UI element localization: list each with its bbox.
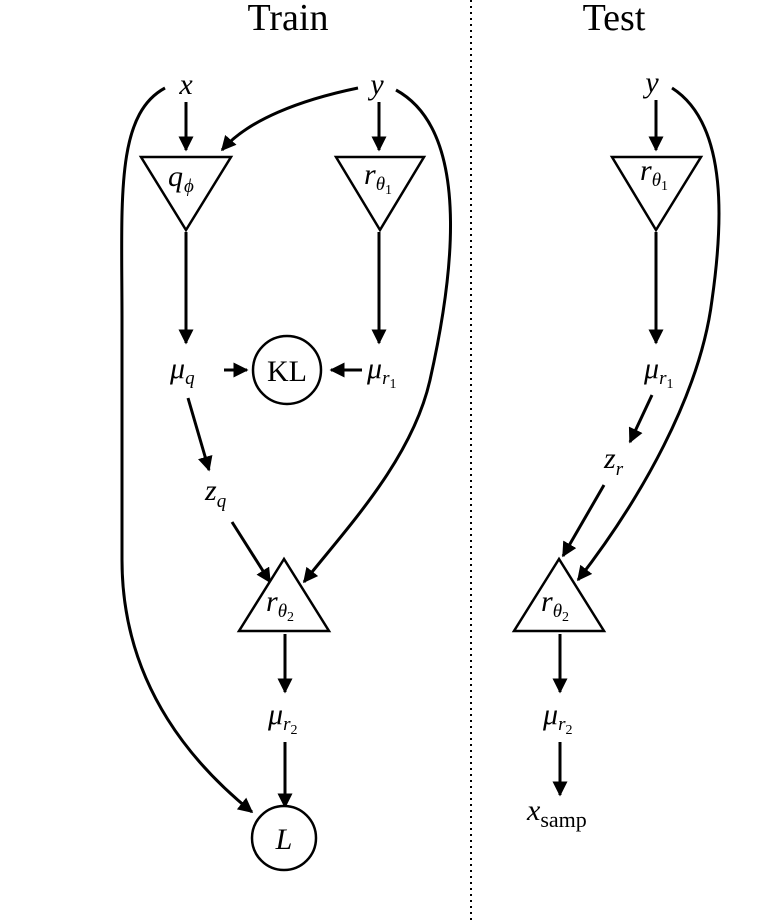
train-node-mu-q: μq bbox=[169, 352, 195, 389]
edge-test-mu-r1-to-z-r bbox=[628, 394, 654, 444]
train-node-mu-r1: μr1 bbox=[366, 352, 396, 392]
q-phi-triangle bbox=[138, 155, 234, 233]
train-node-q-phi: qϕ bbox=[138, 155, 234, 233]
edge-test-z-r-to-r-theta2 bbox=[561, 484, 606, 558]
train-node-kl: KL bbox=[251, 334, 323, 406]
test-edges bbox=[552, 86, 721, 797]
edge-y-to-r-theta2 bbox=[302, 88, 452, 584]
train-node-loss: L bbox=[250, 804, 318, 872]
r-theta2-triangle bbox=[236, 556, 332, 633]
svg-text:KL: KL bbox=[267, 355, 307, 388]
test-node-mu-r1: μr1 bbox=[643, 352, 673, 392]
test-node-x-samp: xsamp bbox=[526, 794, 587, 832]
test-node-r-theta2: rθ2 bbox=[511, 556, 607, 633]
svg-text:rθ1: rθ1 bbox=[640, 154, 668, 194]
edge-y-to-q-phi bbox=[220, 86, 359, 152]
svg-text:qϕ: qϕ bbox=[168, 160, 194, 197]
edge-z-q-to-r-theta2 bbox=[230, 521, 272, 584]
test-panel-title: Test bbox=[583, 0, 646, 39]
train-panel-title: Train bbox=[248, 0, 329, 39]
train-node-y: y bbox=[367, 68, 384, 101]
r-theta1-triangle bbox=[333, 155, 427, 233]
train-node-x: x bbox=[178, 68, 193, 101]
test-node-r-theta1: rθ1 bbox=[609, 154, 704, 233]
test-r-theta1-triangle bbox=[609, 155, 704, 233]
svg-text:rθ2: rθ2 bbox=[266, 585, 294, 625]
train-node-r-theta2: rθ2 bbox=[236, 556, 332, 633]
train-node-z-q: zq bbox=[204, 474, 227, 512]
test-node-y: y bbox=[642, 66, 659, 99]
edge-mu-q-to-z-q bbox=[186, 397, 213, 472]
train-node-r-theta1: rθ1 bbox=[333, 155, 427, 233]
svg-text:rθ2: rθ2 bbox=[541, 585, 569, 625]
edge-test-y-to-r-theta2 bbox=[576, 86, 721, 582]
loss-circle bbox=[250, 804, 318, 872]
test-r-theta2-triangle bbox=[511, 556, 607, 633]
train-node-mu-r2: μr2 bbox=[267, 698, 297, 738]
test-node-mu-r2: μr2 bbox=[542, 698, 572, 738]
svg-text:L: L bbox=[275, 823, 293, 856]
edge-x-to-loss bbox=[120, 86, 254, 814]
svg-text:rθ1: rθ1 bbox=[364, 158, 392, 198]
kl-circle bbox=[251, 334, 323, 406]
train-edges bbox=[120, 86, 452, 814]
test-node-z-r: zr bbox=[603, 442, 624, 480]
